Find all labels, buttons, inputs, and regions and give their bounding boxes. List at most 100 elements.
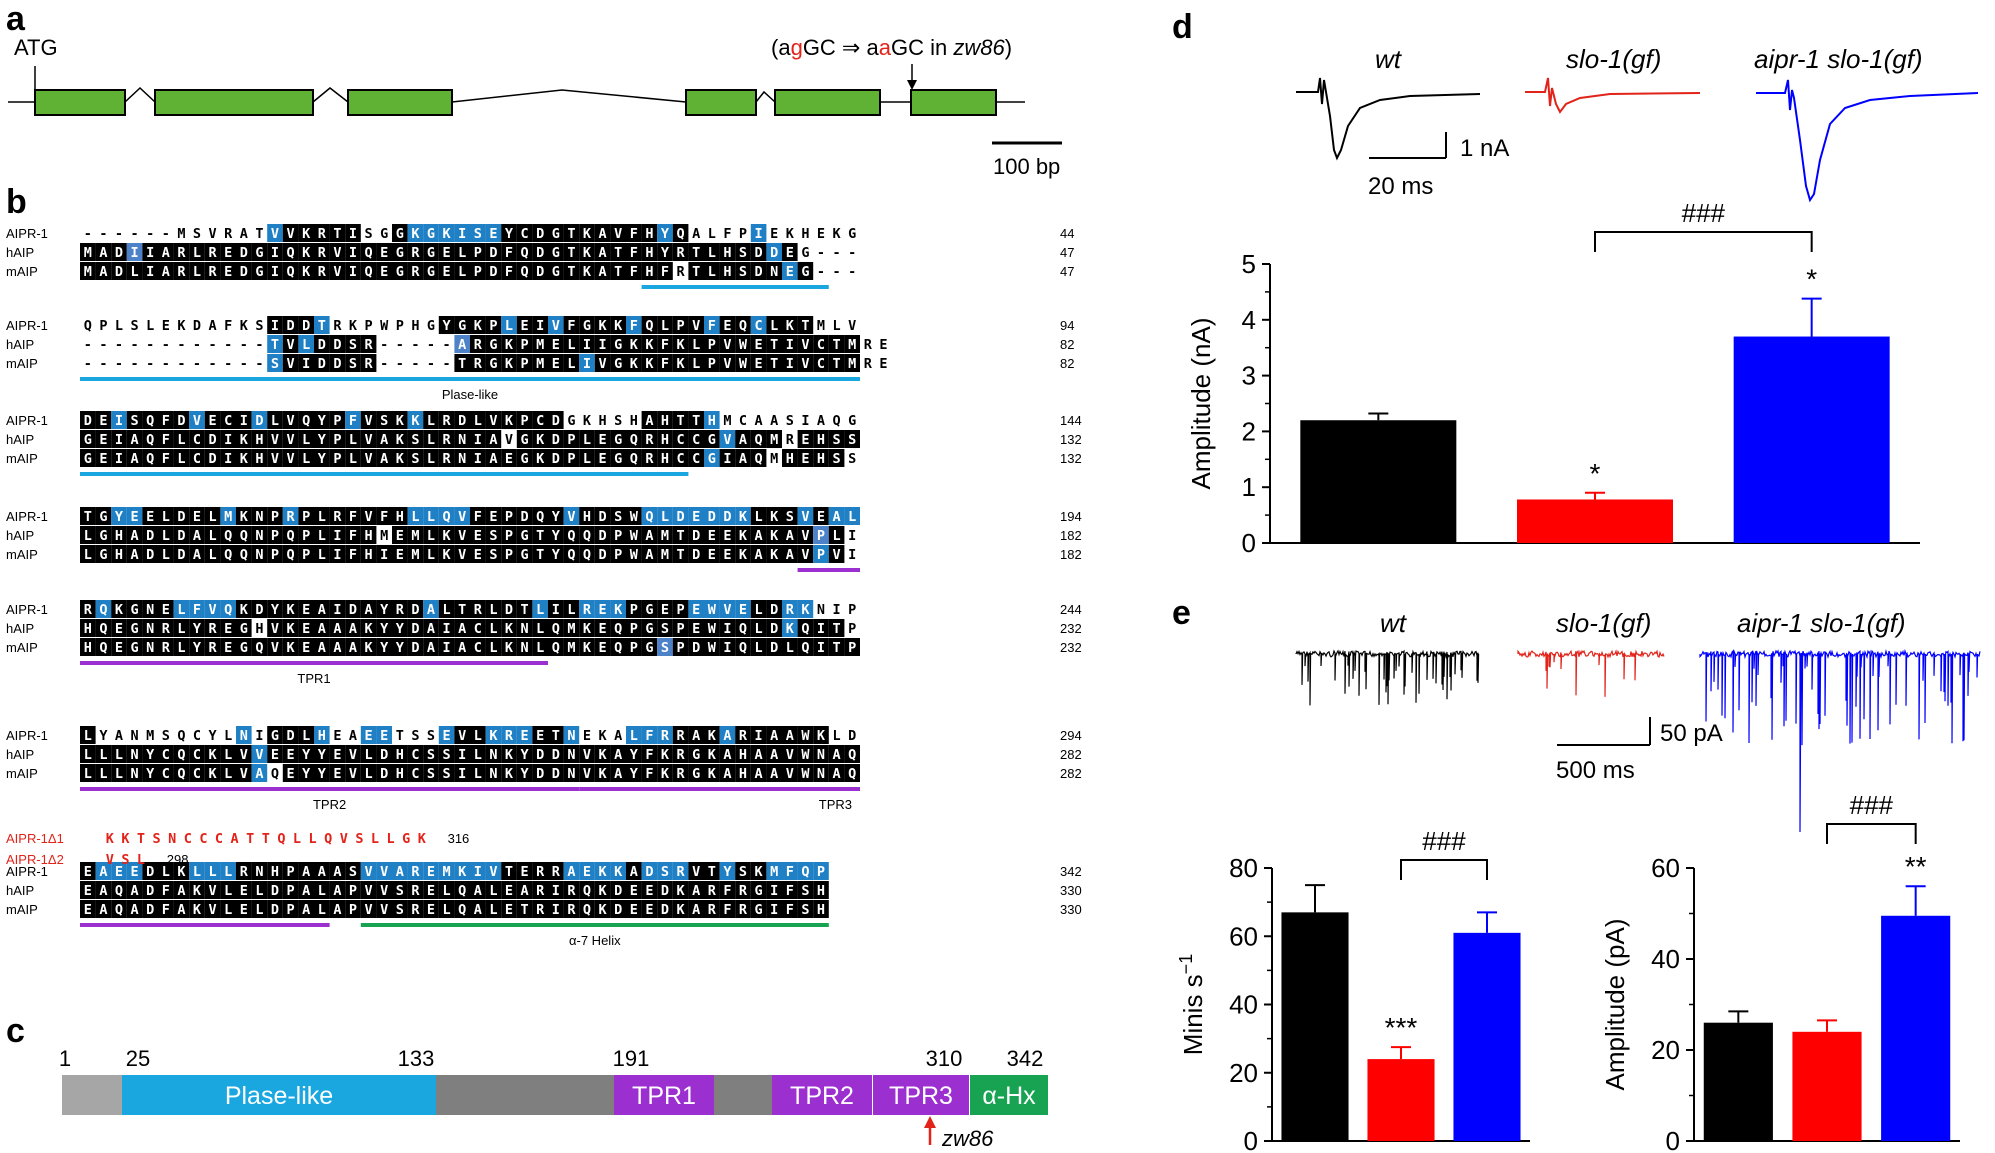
residue: T [833, 621, 841, 637]
residue: A [755, 528, 763, 544]
residue-shade [111, 262, 127, 280]
residue: I [240, 413, 248, 429]
residue: P [287, 864, 295, 880]
residue: Q [224, 528, 232, 544]
residue-shade [704, 545, 720, 563]
mini-trace-wt [1295, 649, 1480, 706]
residue-shade [267, 430, 283, 448]
residue-shade [345, 600, 361, 618]
residue: R [177, 245, 186, 261]
residue: L [209, 547, 217, 563]
residue: V [255, 747, 263, 763]
residue-shade [360, 243, 377, 261]
residue-shade [516, 262, 533, 280]
residue-shade [594, 354, 611, 372]
residue: V [365, 864, 373, 880]
residue: K [786, 621, 795, 637]
residue-shade [158, 243, 174, 261]
residue: H [661, 451, 669, 467]
residue-shade [548, 262, 564, 280]
seq-end-number: 294 [1060, 728, 1082, 743]
residue: K [443, 528, 452, 544]
residue: E [552, 337, 560, 353]
residue: V [349, 766, 357, 782]
domain-label-tpr1: TPR1 [632, 1082, 696, 1110]
residue-shade [220, 243, 236, 261]
residue: P [817, 864, 825, 880]
residue: H [645, 226, 653, 242]
residue: W [708, 640, 717, 656]
residue: K [599, 747, 608, 763]
residue: - [146, 337, 154, 353]
residue: T [505, 864, 513, 880]
residue: A [380, 432, 388, 448]
residue: - [411, 337, 419, 353]
residue: Y [661, 245, 670, 261]
residue: P [567, 432, 575, 448]
residue: D [84, 413, 92, 429]
residue: G [396, 264, 404, 280]
residue: Y [723, 864, 732, 880]
residue-shade [704, 449, 720, 467]
residue-shade [454, 619, 470, 637]
residue: S [131, 413, 139, 429]
residue: E [115, 640, 123, 656]
residue: R [84, 602, 93, 618]
residue: V [380, 883, 388, 899]
residue-shade [672, 224, 689, 242]
residue: V [271, 432, 279, 448]
residue-shade [329, 262, 346, 280]
residue-shade [641, 449, 658, 467]
residue: - [84, 356, 92, 372]
residue-shade [438, 507, 455, 525]
residue: W [630, 547, 639, 563]
residue-shade [672, 526, 689, 544]
residue: A [302, 883, 310, 899]
residue-shade [392, 243, 408, 261]
residue: R [443, 451, 452, 467]
residue-shade [314, 600, 330, 618]
y-tick-label: 60 [1651, 853, 1680, 883]
residue: S [786, 413, 794, 429]
y-tick-label: 0 [1242, 528, 1256, 558]
seq-name: AIPR-1 [6, 413, 48, 428]
residue-shade [251, 507, 268, 525]
residue: A [645, 528, 653, 544]
residue: S [739, 245, 747, 261]
residue-shade [704, 526, 720, 544]
seq-name: AIPR-1 [6, 728, 48, 743]
residue-shade [501, 449, 517, 467]
residue-shade [657, 354, 673, 372]
residue: D [177, 509, 185, 525]
residue: Q [739, 318, 747, 334]
residue: D [599, 509, 607, 525]
residue-shade [563, 262, 580, 280]
residue-shade [126, 638, 143, 656]
residue: G [552, 226, 560, 242]
residue: H [255, 621, 263, 637]
residue: R [567, 902, 576, 918]
seq-name: mAIP [6, 356, 38, 371]
residue: L [755, 621, 763, 637]
residue: N [458, 432, 466, 448]
residue-shade [532, 411, 548, 429]
residue-shade [204, 411, 221, 429]
residue: H [661, 413, 669, 429]
seq-name: hAIP [6, 528, 34, 543]
residue-shade [672, 619, 689, 637]
residue: D [723, 509, 731, 525]
residue: A [474, 883, 482, 899]
residue: L [474, 413, 482, 429]
residue: L [583, 451, 591, 467]
residue: K [708, 766, 717, 782]
residue: G [645, 602, 653, 618]
residue: R [474, 356, 483, 372]
residue-shade [657, 262, 673, 280]
residue: H [723, 264, 731, 280]
residue: E [489, 226, 497, 242]
panel-label-a: a [6, 0, 26, 38]
residue-shade [672, 335, 689, 353]
residue: H [739, 747, 747, 763]
seq-name: hAIP [6, 432, 34, 447]
residue: L [786, 640, 794, 656]
